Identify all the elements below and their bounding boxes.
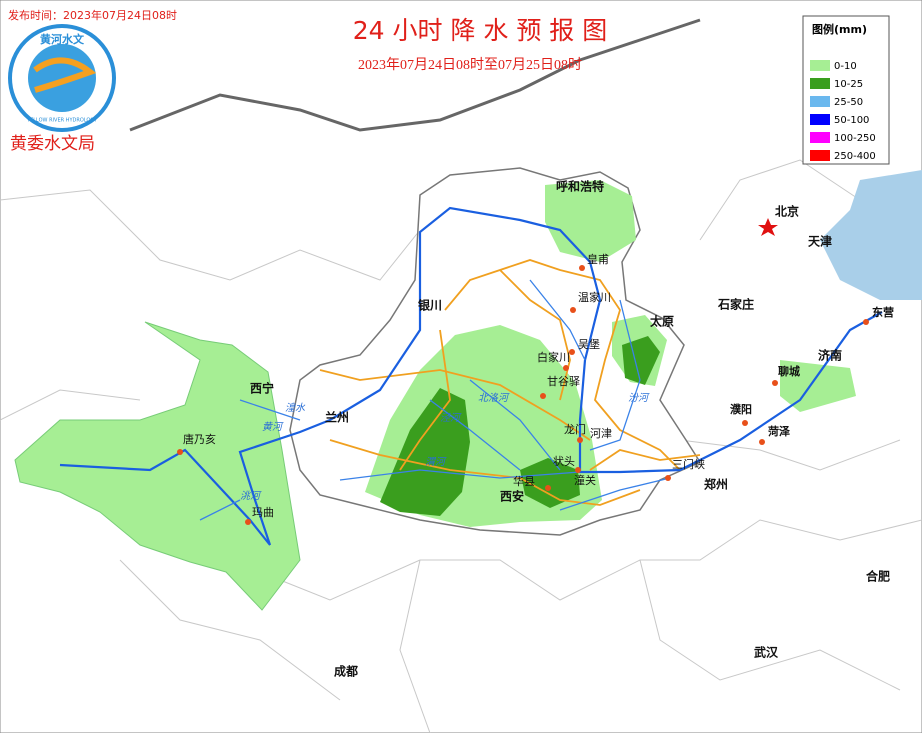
river-label: 洮河 — [240, 490, 262, 502]
station-dot — [540, 393, 546, 399]
station-label: 三门峡 — [672, 457, 705, 471]
tributaries — [199, 279, 671, 521]
area-0-10 — [545, 180, 636, 262]
legend-label: 10-25 — [834, 79, 863, 90]
station-dot — [570, 307, 576, 313]
legend-swatch — [810, 132, 830, 143]
city-label: 濮阳 — [730, 402, 752, 416]
city-label: 兰州 — [325, 410, 349, 425]
legend-label: 100-250 — [834, 133, 876, 144]
station-dots — [177, 265, 869, 525]
city-label: 石家庄 — [717, 297, 754, 312]
capital-star — [758, 218, 778, 236]
station-label: 甘谷驿 — [547, 375, 580, 388]
station-label: 龙门 — [564, 422, 586, 436]
river-label: 泾河 — [440, 412, 462, 424]
legend-swatch — [810, 60, 830, 71]
river-label: 汾河 — [628, 392, 650, 404]
station-label: 温家川 — [578, 290, 611, 304]
city-label: 东营 — [872, 305, 894, 319]
station-label: 吴堡 — [578, 337, 600, 351]
city-label: 武汉 — [754, 645, 779, 660]
river-label: 北洛河 — [478, 392, 510, 404]
station-dot — [545, 485, 551, 491]
logo-wave — [33, 57, 97, 93]
logo-core — [28, 44, 96, 112]
station-dot — [772, 380, 778, 386]
station-dot — [665, 475, 671, 481]
station-dot — [863, 319, 869, 325]
province-borders — [0, 159, 922, 734]
city-label: 菏泽 — [768, 424, 790, 438]
legend-label: 25-50 — [834, 97, 863, 108]
station-dot — [245, 519, 251, 525]
river-label: 湟水 — [285, 402, 306, 414]
city-label: 聊城 — [778, 364, 800, 378]
legend-swatch — [810, 78, 830, 89]
station-dot — [759, 439, 765, 445]
station-dot — [742, 420, 748, 426]
station-dot — [579, 265, 585, 271]
river-labels: 黄河 湟水 洮河 渭河 泾河 北洛河 汾河 — [240, 392, 650, 502]
subtitle: 2023年07月24日08时至07月25日08时 — [358, 57, 582, 73]
city-label: 太原 — [650, 314, 674, 329]
city-labels: 北京 天津 石家庄 太原 济南 聊城 濮阳 菏泽 东营 郑州 合肥 武汉 成都 … — [250, 179, 894, 679]
area-10-25 — [380, 388, 470, 516]
station-label: 河津 — [590, 427, 612, 440]
station-label: 皇甫 — [587, 252, 609, 266]
city-label: 北京 — [775, 204, 799, 219]
station-label: 唐乃亥 — [183, 432, 216, 446]
city-label: 济南 — [818, 348, 842, 363]
city-label: 呼和浩特 — [556, 179, 604, 194]
city-label: 合肥 — [866, 569, 890, 584]
legend-label: 0-10 — [834, 61, 857, 72]
legend-title: 图例(mm) — [812, 22, 867, 36]
station-dot — [177, 449, 183, 455]
logo-text: 黄河水文 — [40, 32, 85, 46]
sea — [820, 170, 922, 300]
yellow-river — [59, 206, 883, 546]
city-label: 银川 — [418, 298, 442, 313]
national-border — [129, 18, 701, 132]
station-dot — [563, 365, 569, 371]
station-dot — [577, 437, 583, 443]
logo: 黄河水文 YELLOW RIVER HYDROLOGY — [8, 24, 116, 132]
station-dot — [569, 349, 575, 355]
station-label: 玛曲 — [252, 506, 274, 519]
station-label: 状头 — [553, 454, 575, 468]
city-label: 西安 — [500, 489, 524, 504]
river-label: 黄河 — [262, 421, 284, 433]
station-dot — [575, 467, 581, 473]
agency: 黄委水文局 — [10, 134, 95, 154]
station-label: 白家川 — [537, 350, 570, 364]
area-10-25 — [520, 458, 580, 508]
title: 24 小时 降 水 预 报 图 — [353, 16, 608, 45]
station-label: 华县 — [513, 474, 535, 488]
publish-time: 发布时间：2023年07月24日08时 — [8, 8, 177, 22]
legend-swatch — [810, 150, 830, 161]
logo-subtext: YELLOW RIVER HYDROLOGY — [26, 118, 98, 124]
sub-basin-borders — [319, 259, 701, 506]
legend: 图例(mm) 0-10 10-25 25-50 50-100 100-250 250-40… — [802, 15, 890, 165]
station-label: 潼关 — [574, 473, 596, 487]
city-label: 郑州 — [704, 477, 728, 492]
city-label: 成都 — [334, 664, 358, 679]
river-label: 渭河 — [425, 456, 447, 468]
legend-swatch — [810, 114, 830, 125]
legend-label: 50-100 — [834, 115, 869, 126]
city-label: 天津 — [808, 234, 832, 249]
station-labels: 皇甫 温家川 吴堡 白家川 甘谷驿 龙门 河津 华县 状头 潼关 三门峡 唐乃亥… — [183, 252, 705, 519]
legend-label: 250-400 — [834, 151, 876, 162]
area-0-10 — [780, 360, 856, 412]
city-label: 西宁 — [250, 381, 274, 396]
legend-swatch — [810, 96, 830, 107]
